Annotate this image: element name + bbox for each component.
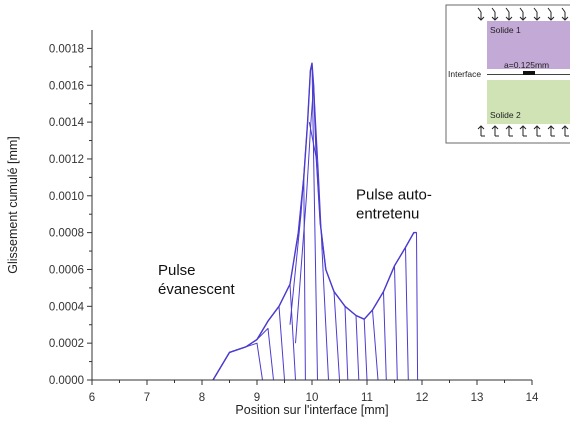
y-tick-label-0: 0.0000 [49,375,84,387]
axes [87,30,533,385]
bottom-load-arrow-2 [491,125,499,137]
y-tick-label-2: 0.0004 [49,301,85,313]
solid-top-label: Solide 1 [490,25,521,35]
top-load-arrow-1 [477,7,485,21]
x-tick-label-5: 11 [361,392,373,404]
top-load-arrow-2 [491,7,499,21]
annotation-1-line-1: Pulse [158,262,196,279]
y-tick-label-5: 0.0010 [49,191,84,203]
series-line-envelope [212,62,417,381]
labels: 6 7 8 9 10 11 12 13 14 0.0000 0.0002 0.0004 0.0006 0.… [6,43,539,417]
inset-diagram: Solide 1 Solide 2 Interface a=0.125mm [445,4,570,144]
plot-area [212,62,419,381]
x-axis-title: Position sur l'interface [mm] [235,403,388,417]
bottom-load-arrow-3 [505,125,513,137]
x-tick-label-6: 12 [416,392,429,404]
top-load-arrow-3 [505,7,513,21]
y-tick-label-7: 0.0014 [49,117,85,129]
top-load-arrows [477,7,569,21]
interface-label: Interface [448,69,481,79]
x-tick-label-3: 9 [254,392,260,404]
x-tick-label-1: 7 [144,392,150,404]
solid-bottom-label: Solide 2 [490,110,521,120]
top-load-arrow-4 [519,7,527,21]
top-load-arrow-5 [533,7,541,21]
series-line-profile-3 [212,305,285,381]
top-load-arrow-7 [561,7,569,21]
y-tick-label-8: 0.0016 [49,80,84,92]
bottom-load-arrow-7 [561,125,569,137]
bottom-load-arrow-1 [477,125,485,137]
bottom-load-arrows [477,125,569,137]
x-tick-label-0: 6 [89,392,95,404]
y-tick-label-9: 0.0018 [49,43,84,55]
y-tick-label-3: 0.0006 [49,264,84,276]
series-line-profile-7 [295,84,329,381]
y-tick-label-1: 0.0002 [49,338,84,350]
annotation-2: Pulse auto-entretenu [356,186,432,222]
annotation-2-line-1: Pulse auto- [356,186,432,203]
dimension-label: a=0.125mm [504,60,549,70]
series-line-profile-1 [212,342,263,381]
bottom-load-arrow-5 [533,125,541,137]
solid-bottom-block [487,80,570,124]
x-tick-label-4: 10 [306,392,319,404]
top-load-arrow-6 [547,7,555,21]
series-line-profile-2 [212,327,274,381]
solid-top-block [487,21,570,69]
annotation-1: Pulse évanescent [158,262,236,298]
annotation-1-line-2: évanescent [158,281,236,298]
bottom-load-arrow-4 [519,125,527,137]
x-tick-label-8: 14 [526,392,539,404]
x-tick-label-7: 13 [471,392,484,404]
annotation-2-line-2: entretenu [356,205,419,222]
y-tick-label-6: 0.0012 [49,154,84,166]
x-tick-label-2: 8 [199,392,205,404]
y-tick-label-4: 0.0008 [49,228,84,240]
y-axis-title: Glissement cumulé [mm] [6,136,20,274]
bottom-load-arrow-6 [547,125,555,137]
defect-marker [523,71,535,75]
